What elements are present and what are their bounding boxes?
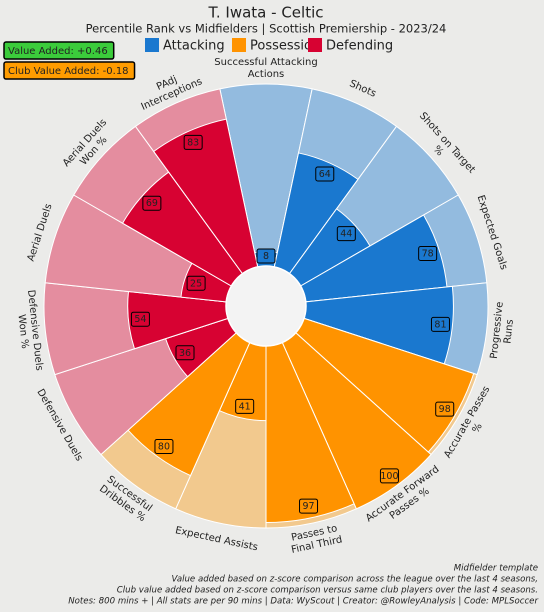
value-label: 64 [319,169,331,180]
value-label: 36 [179,348,191,359]
value-label: 69 [146,198,158,209]
value-label: 100 [380,471,398,482]
badge [3,61,136,80]
value-box [336,226,356,242]
value-label: 78 [422,248,434,259]
value-box [379,468,399,484]
value-box [256,248,276,264]
value-box [435,401,455,417]
footnote: Midfielder template [454,564,538,574]
value-box [186,275,206,291]
value-label: 83 [187,137,199,148]
chart-title: T. Iwata - Celtic [208,4,324,22]
value-box [183,134,203,150]
value-box [175,345,195,361]
center-circle [225,265,307,347]
legend-label: Attacking [163,39,225,54]
value-box [154,438,174,454]
value-label: 80 [158,441,170,452]
value-label: 97 [302,501,314,512]
value-label: 81 [434,319,446,330]
footnote: Club value added based on z-score compar… [117,586,538,596]
footnote: Notes: 800 mins + | All stats are per 90… [68,597,538,607]
value-label: 44 [340,229,352,240]
value-label: 98 [439,404,451,415]
value-box [418,245,438,261]
value-box [142,195,162,211]
badge-text: Club Value Added: -0.18 [8,66,129,77]
legend-swatch [232,38,246,52]
legend-label: Defending [326,39,393,54]
value-label: 8 [263,251,269,262]
legend-label: Possession [250,39,320,54]
value-box [130,311,150,327]
badge-text: Value Added: +0.46 [8,46,108,57]
value-label: 41 [239,401,251,412]
footnote: Value added based on z-score comparison … [172,575,539,585]
value-box [430,316,450,332]
value-label: 25 [190,278,202,289]
value-box [299,498,319,514]
chart-subtitle: Percentile Rank vs Midfielders | Scottis… [86,22,447,36]
legend-swatch [308,38,322,52]
value-box [235,398,255,414]
value-box [315,166,335,182]
legend-swatch [145,38,159,52]
badge [3,41,115,60]
category-label: Successful Attacking Actions [214,57,317,80]
value-label: 54 [134,314,146,325]
